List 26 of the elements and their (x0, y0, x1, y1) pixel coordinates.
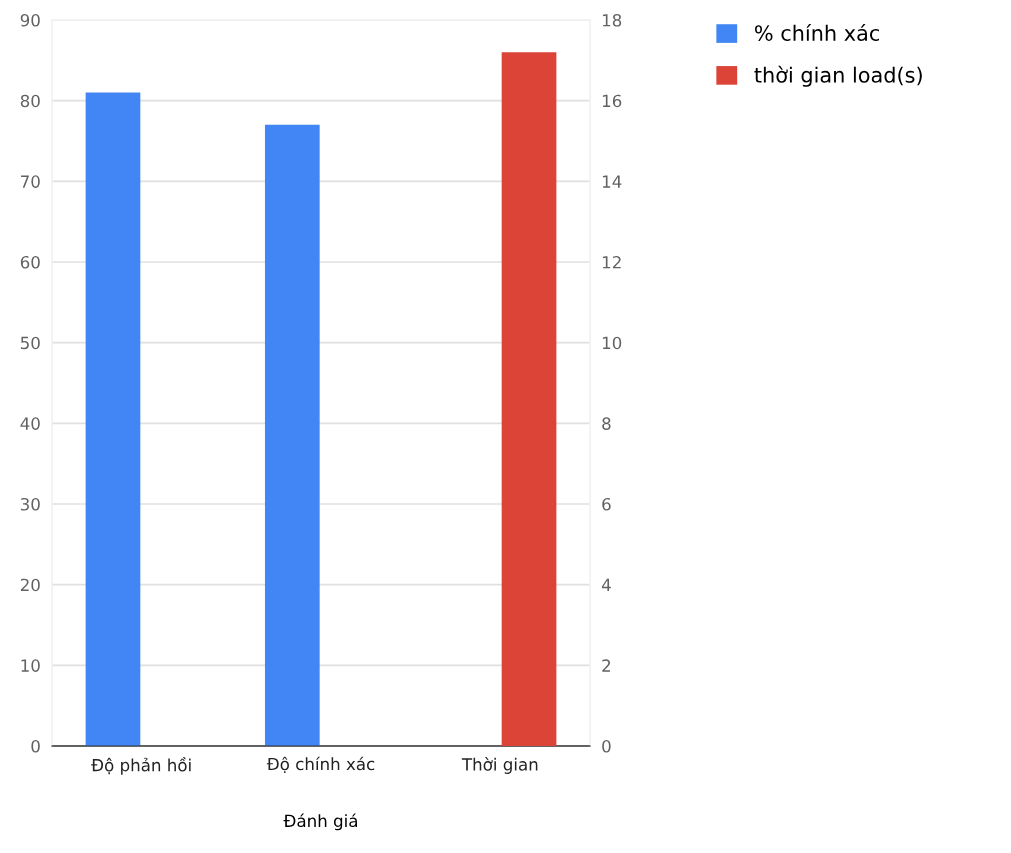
y2-tick-label: 12 (602, 255, 621, 269)
x-tick-label: Độ chính xác (266, 756, 375, 774)
y-tick-label: 0 (31, 739, 40, 753)
y-tick-label: 50 (20, 336, 40, 350)
y-tick-label: 90 (20, 13, 40, 27)
legend-label: % chính xác (755, 24, 879, 41)
y2-tick-label: 6 (602, 497, 611, 511)
y2-tick-label: 0 (602, 739, 611, 753)
x-tick-label: Độ phản hồi (91, 757, 191, 775)
y-tick-label: 20 (20, 578, 40, 592)
x-tick-label: Thời gian (461, 757, 538, 774)
y2-tick-label: 4 (601, 578, 611, 591)
x-axis-title: Đánh giá (283, 813, 357, 831)
y-tick-label: 40 (20, 417, 40, 430)
y-tick-label: 80 (20, 94, 40, 108)
y2-tick-label: 2 (602, 659, 611, 672)
y-tick-label: 60 (20, 255, 40, 269)
y2-tick-label: 16 (602, 94, 622, 108)
legend-label: thời gian load(s) (754, 65, 922, 87)
y2-tick-label: 10 (602, 336, 622, 350)
y-tick-label: 30 (20, 497, 40, 511)
y-tick-label: 10 (21, 659, 40, 672)
y2-tick-label: 14 (602, 175, 622, 188)
y2-tick-label: 18 (602, 13, 622, 27)
y2-tick-label: 8 (602, 417, 611, 430)
y-tick-label: 70 (21, 175, 40, 188)
